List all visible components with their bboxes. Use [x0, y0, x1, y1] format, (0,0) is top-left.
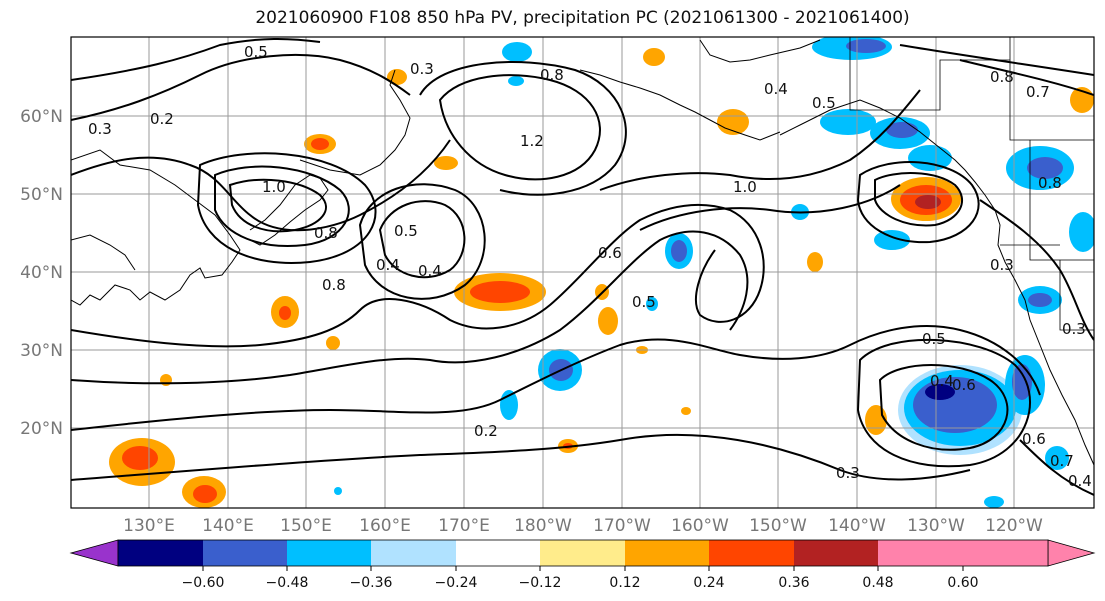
colorbar-tick-label: 0.60	[947, 575, 978, 591]
colorbar-segment	[794, 540, 878, 566]
colorbar-segment	[456, 540, 540, 566]
colorbar-segment	[709, 540, 794, 566]
colorbar-segment	[118, 540, 203, 566]
contour-label: 0.2	[150, 110, 174, 128]
contour-label: 0.4	[764, 80, 788, 98]
colorbar: −0.60 −0.48 −0.36 −0.24 −0.12 0.12 0.24 …	[69, 539, 1096, 591]
latitude-label: 40°N	[20, 263, 63, 283]
longitude-label: 150°W	[749, 516, 807, 536]
contour-label: 0.5	[632, 293, 656, 311]
contour-label: 0.5	[244, 43, 268, 61]
contour-label: 0.4	[930, 372, 954, 390]
contour-label: 0.5	[922, 330, 946, 348]
contour-label: 0.4	[1068, 472, 1092, 490]
colorbar-extend-min	[69, 539, 119, 567]
colorbar-segment	[625, 540, 709, 566]
colorbar-segment	[878, 540, 963, 566]
contour-label: 0.3	[88, 120, 112, 138]
longitude-label: 170°W	[593, 516, 651, 536]
colorbar-tick-label: 0.12	[609, 575, 640, 591]
contour-label: 0.3	[836, 464, 860, 482]
colorbar-tick-label: −0.60	[182, 575, 225, 591]
contour-label: 1.0	[733, 178, 757, 196]
colorbar-segment	[287, 540, 371, 566]
longitude-labels: 130°E 140°E 150°E 160°E 170°E 180°W 170°…	[123, 516, 1043, 536]
colorbar-tick-label: 0.48	[862, 575, 893, 591]
colorbar-tick-label: −0.24	[435, 575, 478, 591]
contour-label: 0.5	[394, 222, 418, 240]
contour-label: 0.6	[1022, 430, 1046, 448]
contour-label: 1.2	[520, 132, 544, 150]
latitude-label: 50°N	[20, 185, 63, 205]
latitude-labels: 20°N 30°N 40°N 50°N 60°N	[20, 107, 63, 439]
contour-label: 0.3	[990, 256, 1014, 274]
longitude-label: 120°W	[985, 516, 1043, 536]
colorbar-segment	[371, 540, 456, 566]
latitude-label: 60°N	[20, 107, 63, 127]
contour-label: 0.8	[990, 68, 1014, 86]
colorbar-tick-label: −0.48	[266, 575, 309, 591]
graticule	[71, 37, 1094, 508]
latitude-label: 20°N	[20, 419, 63, 439]
colorbar-segment	[963, 540, 1048, 566]
longitude-label: 140°E	[202, 516, 254, 536]
longitude-label: 180°W	[514, 516, 572, 536]
contour-label: 0.6	[952, 376, 976, 394]
colorbar-tick-label: 0.24	[693, 575, 724, 591]
contour-label: 0.3	[1062, 320, 1086, 338]
colorbar-tick-label: 0.36	[778, 575, 809, 591]
contour-label: 0.2	[474, 422, 498, 440]
contour-label: 0.8	[1038, 174, 1062, 192]
contour-label: 0.4	[418, 262, 442, 280]
contour-labels: 0.5 0.3 0.8 0.4 0.5 0.8 0.7 0.2 0.3 1.2 …	[88, 43, 1092, 490]
contour-label: 0.4	[376, 256, 400, 274]
coastlines	[71, 37, 1094, 466]
colorbar-segment	[203, 540, 287, 566]
contour-label: 1.0	[262, 178, 286, 196]
longitude-label: 160°W	[671, 516, 729, 536]
colorbar-border	[117, 539, 1049, 567]
longitude-label: 160°E	[359, 516, 411, 536]
contour-label: 0.7	[1026, 83, 1050, 101]
colorbar-tick-label: −0.36	[350, 575, 393, 591]
latitude-label: 30°N	[20, 341, 63, 361]
precipitation-shading	[109, 37, 1094, 508]
contour-label: 0.3	[410, 60, 434, 78]
contour-label: 0.8	[540, 66, 564, 84]
contour-label: 0.8	[322, 276, 346, 294]
contour-label: 0.5	[812, 94, 836, 112]
contour-label: 0.7	[1050, 452, 1074, 470]
map-title: 2021060900 F108 850 hPa PV, precipitatio…	[255, 8, 910, 28]
pv-contours	[71, 37, 1094, 496]
longitude-label: 170°E	[438, 516, 490, 536]
longitude-label: 130°E	[123, 516, 175, 536]
colorbar-tick-label: −0.12	[519, 575, 562, 591]
longitude-label: 130°W	[907, 516, 965, 536]
contour-label: 0.6	[598, 244, 622, 262]
colorbar-extend-max	[1047, 539, 1096, 567]
map-border	[70, 36, 1095, 509]
longitude-label: 150°E	[280, 516, 332, 536]
contour-label: 0.8	[314, 224, 338, 242]
longitude-label: 140°W	[828, 516, 886, 536]
colorbar-segment	[540, 540, 625, 566]
